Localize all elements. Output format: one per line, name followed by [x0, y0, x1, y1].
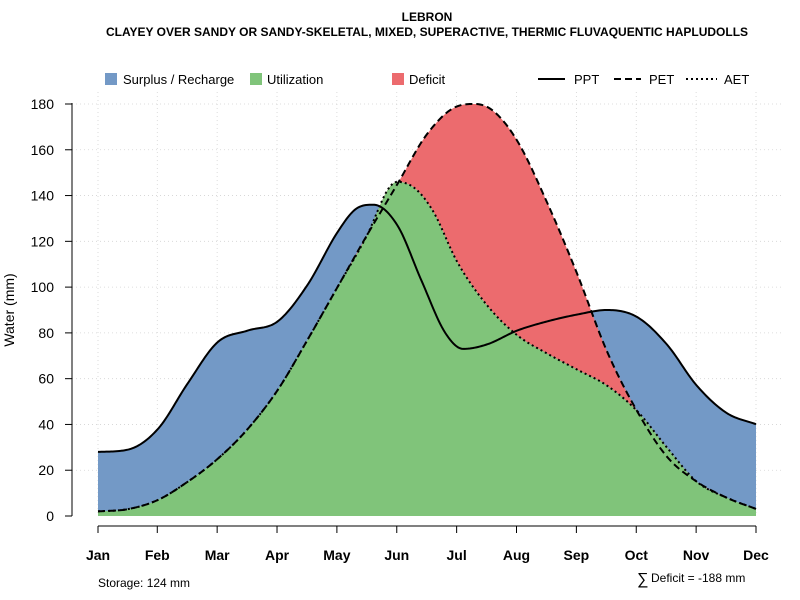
y-tick-label: 40	[38, 416, 54, 432]
y-tick-label: 80	[38, 325, 54, 341]
y-tick-label: 180	[31, 96, 55, 112]
deficit-annotation: Deficit = -188 mm	[651, 571, 745, 585]
legend-label-aet: AET	[724, 72, 749, 87]
x-tick-label: Jul	[447, 547, 467, 563]
legend-swatch-surplus	[105, 73, 117, 85]
x-tick-label: Nov	[683, 547, 710, 563]
x-tick-label: May	[323, 547, 350, 563]
x-tick-label: Feb	[145, 547, 170, 563]
x-ticks: Jan Feb Mar Apr May Jun Jul Aug Sep Oct Nov Dec	[86, 526, 769, 563]
legend-swatch-deficit	[392, 73, 404, 85]
x-tick-label: Aug	[503, 547, 530, 563]
legend-swatch-utilization	[250, 73, 262, 85]
x-tick-label: Dec	[743, 547, 769, 563]
chart-title: LEBRON	[402, 10, 453, 24]
x-tick-label: Mar	[205, 547, 230, 563]
legend: Surplus / Recharge Utilization Deficit P…	[105, 72, 749, 87]
deficit-sum-symbol: ∑	[637, 571, 648, 588]
y-tick-label: 140	[31, 188, 55, 204]
aet-line	[97, 180, 757, 513]
legend-label-surplus: Surplus / Recharge	[123, 72, 234, 87]
deficit-area	[98, 103, 756, 512]
storage-annotation: Storage: 124 mm	[98, 576, 190, 590]
utilization-area	[98, 181, 756, 516]
x-tick-label: Oct	[625, 547, 649, 563]
y-tick-label: 120	[31, 233, 55, 249]
y-tick-label: 160	[31, 142, 55, 158]
y-tick-label: 100	[31, 279, 55, 295]
y-ticks: 0 20 40 60 80 100 120 140 160 180	[31, 96, 72, 524]
y-axis-title: Water (mm)	[1, 273, 17, 346]
y-tick-label: 60	[38, 371, 54, 387]
x-tick-label: Jun	[384, 547, 409, 563]
legend-label-ppt: PPT	[574, 72, 599, 87]
y-tick-label: 0	[46, 508, 54, 524]
legend-label-utilization: Utilization	[267, 72, 323, 87]
x-tick-label: Sep	[564, 547, 590, 563]
x-tick-label: Jan	[86, 547, 110, 563]
x-tick-label: Apr	[265, 547, 290, 563]
line-layer	[97, 103, 757, 513]
chart-subtitle: CLAYEY OVER SANDY OR SANDY-SKELETAL, MIX…	[106, 25, 748, 39]
area-layer	[98, 103, 756, 516]
axis-layer	[71, 103, 756, 527]
ppt-line	[97, 203, 757, 453]
legend-label-deficit: Deficit	[409, 72, 446, 87]
y-tick-label: 20	[38, 462, 54, 478]
legend-label-pet: PET	[649, 72, 674, 87]
